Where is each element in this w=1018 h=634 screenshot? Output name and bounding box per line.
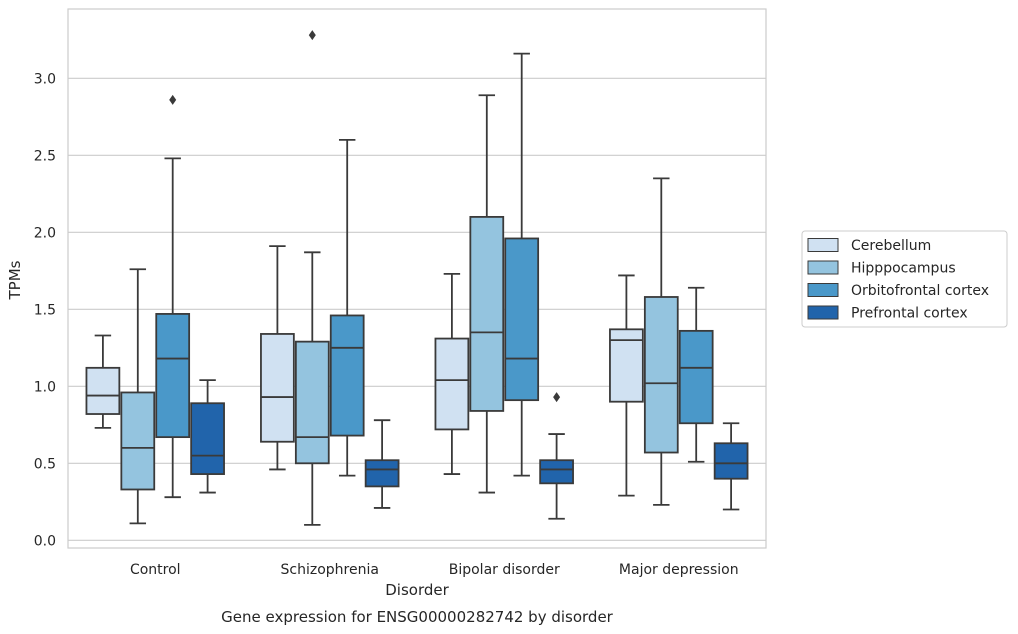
y-tick-label: 0.5 — [34, 456, 56, 472]
chart-caption: Gene expression for ENSG00000282742 by d… — [221, 608, 614, 626]
legend-label: Cerebellum — [851, 238, 931, 254]
box — [713, 442, 749, 480]
y-tick-label: 2.0 — [34, 225, 56, 241]
x-tick-label: Major depression — [619, 562, 739, 578]
box — [364, 459, 400, 488]
legend-label: Hipppocampus — [851, 261, 956, 277]
box — [120, 391, 156, 491]
box — [469, 215, 505, 412]
box — [260, 333, 295, 443]
x-axis-title: Disorder — [385, 581, 449, 599]
legend-label: Prefrontal cortex — [851, 306, 968, 322]
x-tick-label: Bipolar disorder — [449, 562, 560, 578]
legend-swatch — [807, 305, 839, 320]
box — [434, 337, 470, 431]
outlier-point — [553, 392, 561, 403]
x-tick-label: Schizophrenia — [281, 562, 379, 578]
outlier-point — [169, 94, 177, 105]
legend-swatch — [807, 283, 839, 297]
box — [329, 314, 365, 437]
legend-swatch — [807, 260, 839, 275]
y-tick-label: 2.5 — [34, 148, 56, 164]
legend-swatch — [807, 238, 839, 252]
box — [190, 402, 225, 475]
box — [609, 328, 644, 403]
x-axis: Control Schizophrenia Bipolar disorder Majo… — [130, 562, 739, 578]
y-axis: 0.0 0.5 1.0 1.5 2.0 2.5 3.0 — [34, 71, 56, 549]
box — [539, 459, 574, 485]
plot-area — [85, 30, 749, 526]
legend-frame — [801, 230, 1008, 328]
y-tick-label: 3.0 — [34, 71, 56, 87]
y-tick-label: 1.5 — [34, 302, 56, 318]
y-axis-title: TPMs — [6, 260, 24, 300]
box — [643, 296, 679, 454]
outlier-point — [308, 30, 316, 41]
y-tick-label: 1.0 — [34, 379, 56, 395]
y-tick-label: 0.0 — [34, 533, 56, 549]
legend-label: Orbitofrontal cortex — [851, 283, 989, 299]
box — [504, 237, 540, 402]
x-tick-label: Control — [130, 562, 181, 578]
box — [85, 366, 121, 415]
plot-frame — [67, 8, 767, 549]
box — [678, 329, 714, 425]
box — [294, 340, 330, 465]
box — [155, 313, 191, 439]
legend: Cerebellum Hipppocampus Orbitofrontal cort… — [801, 230, 1008, 328]
